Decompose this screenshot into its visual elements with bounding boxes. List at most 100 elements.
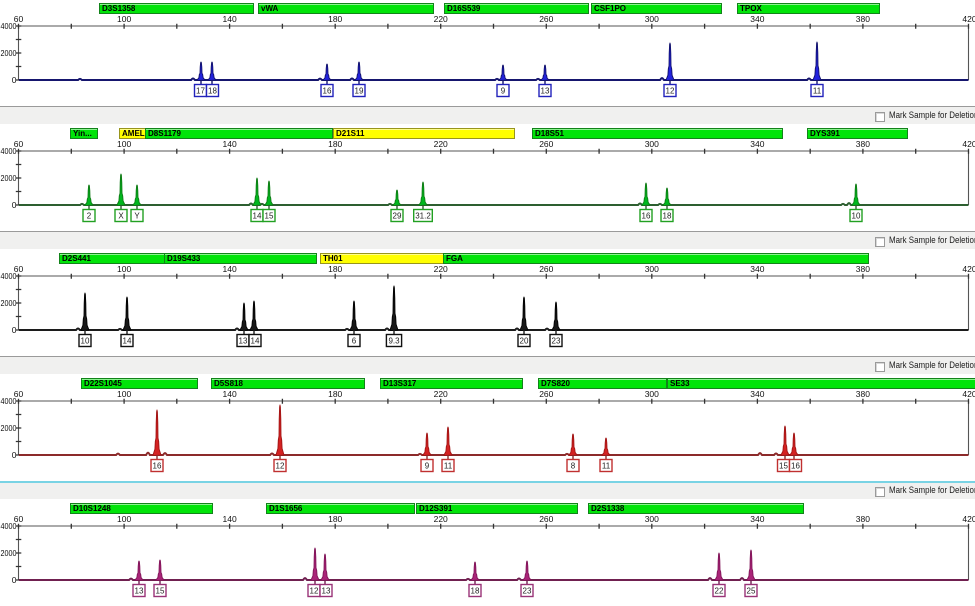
svg-text:140: 140 xyxy=(223,389,237,399)
svg-text:2000: 2000 xyxy=(1,173,17,183)
svg-text:60: 60 xyxy=(14,264,24,274)
svg-text:340: 340 xyxy=(750,514,764,524)
svg-text:16: 16 xyxy=(642,212,651,221)
svg-text:60: 60 xyxy=(14,139,24,149)
svg-text:13: 13 xyxy=(541,87,550,96)
svg-text:2000: 2000 xyxy=(1,48,17,58)
svg-text:340: 340 xyxy=(750,264,764,274)
svg-text:100: 100 xyxy=(117,514,131,524)
svg-text:180: 180 xyxy=(328,514,342,524)
svg-text:9: 9 xyxy=(501,87,506,96)
svg-text:16: 16 xyxy=(323,87,332,96)
svg-text:420: 420 xyxy=(962,264,975,274)
svg-text:16: 16 xyxy=(791,462,800,471)
svg-text:260: 260 xyxy=(539,264,553,274)
svg-text:220: 220 xyxy=(434,264,448,274)
svg-text:380: 380 xyxy=(856,139,870,149)
svg-text:300: 300 xyxy=(645,139,659,149)
svg-text:0: 0 xyxy=(12,200,17,210)
svg-text:11: 11 xyxy=(444,462,453,471)
svg-text:15: 15 xyxy=(156,587,165,596)
svg-text:140: 140 xyxy=(223,514,237,524)
svg-text:0: 0 xyxy=(12,450,17,460)
svg-text:12: 12 xyxy=(310,587,319,596)
svg-text:4000: 4000 xyxy=(1,21,17,31)
svg-text:31.2: 31.2 xyxy=(415,212,431,221)
svg-text:25: 25 xyxy=(747,587,756,596)
svg-text:100: 100 xyxy=(117,14,131,24)
svg-text:260: 260 xyxy=(539,389,553,399)
svg-text:300: 300 xyxy=(645,264,659,274)
svg-text:220: 220 xyxy=(434,389,448,399)
svg-text:2000: 2000 xyxy=(1,298,17,308)
svg-text:12: 12 xyxy=(276,462,285,471)
svg-text:420: 420 xyxy=(962,139,975,149)
svg-text:16: 16 xyxy=(153,462,162,471)
svg-text:11: 11 xyxy=(813,87,822,96)
svg-text:22: 22 xyxy=(715,587,724,596)
svg-text:180: 180 xyxy=(328,389,342,399)
svg-text:6: 6 xyxy=(352,337,357,346)
svg-text:380: 380 xyxy=(856,389,870,399)
svg-text:13: 13 xyxy=(135,587,144,596)
svg-text:14: 14 xyxy=(123,337,132,346)
svg-text:140: 140 xyxy=(223,264,237,274)
svg-text:23: 23 xyxy=(552,337,561,346)
svg-text:19: 19 xyxy=(355,87,364,96)
svg-text:100: 100 xyxy=(117,139,131,149)
svg-text:18: 18 xyxy=(663,212,672,221)
svg-text:260: 260 xyxy=(539,514,553,524)
svg-text:9.3: 9.3 xyxy=(388,337,400,346)
svg-text:13: 13 xyxy=(239,337,248,346)
svg-text:17: 17 xyxy=(196,87,205,96)
svg-text:14: 14 xyxy=(251,337,260,346)
svg-text:14: 14 xyxy=(253,212,262,221)
svg-text:18: 18 xyxy=(471,587,480,596)
svg-text:X: X xyxy=(118,212,124,221)
svg-text:340: 340 xyxy=(750,389,764,399)
svg-text:2: 2 xyxy=(87,212,92,221)
svg-text:340: 340 xyxy=(750,14,764,24)
svg-text:180: 180 xyxy=(328,264,342,274)
svg-text:0: 0 xyxy=(12,325,17,335)
svg-text:18: 18 xyxy=(208,87,217,96)
svg-text:9: 9 xyxy=(425,462,430,471)
svg-text:10: 10 xyxy=(852,212,861,221)
svg-text:2000: 2000 xyxy=(1,423,17,433)
svg-text:29: 29 xyxy=(393,212,402,221)
svg-text:300: 300 xyxy=(645,389,659,399)
svg-text:11: 11 xyxy=(602,462,611,471)
svg-text:12: 12 xyxy=(666,87,675,96)
svg-text:180: 180 xyxy=(328,139,342,149)
svg-text:60: 60 xyxy=(14,514,24,524)
svg-text:140: 140 xyxy=(223,14,237,24)
svg-text:8: 8 xyxy=(571,462,576,471)
svg-text:Y: Y xyxy=(134,212,140,221)
svg-text:260: 260 xyxy=(539,139,553,149)
svg-text:420: 420 xyxy=(962,514,975,524)
svg-text:15: 15 xyxy=(779,462,788,471)
svg-text:0: 0 xyxy=(12,75,17,85)
svg-text:4000: 4000 xyxy=(1,146,17,156)
svg-text:60: 60 xyxy=(14,14,24,24)
svg-text:20: 20 xyxy=(520,337,529,346)
svg-text:23: 23 xyxy=(523,587,532,596)
svg-text:220: 220 xyxy=(434,14,448,24)
svg-text:220: 220 xyxy=(434,139,448,149)
svg-text:300: 300 xyxy=(645,514,659,524)
svg-text:100: 100 xyxy=(117,389,131,399)
svg-text:140: 140 xyxy=(223,139,237,149)
svg-text:380: 380 xyxy=(856,14,870,24)
svg-text:340: 340 xyxy=(750,139,764,149)
svg-text:13: 13 xyxy=(322,587,331,596)
svg-text:60: 60 xyxy=(14,389,24,399)
svg-text:4000: 4000 xyxy=(1,521,17,531)
svg-text:300: 300 xyxy=(645,14,659,24)
svg-text:10: 10 xyxy=(81,337,90,346)
svg-text:2000: 2000 xyxy=(1,548,17,558)
svg-text:380: 380 xyxy=(856,264,870,274)
svg-text:100: 100 xyxy=(117,264,131,274)
svg-text:4000: 4000 xyxy=(1,396,17,406)
svg-text:380: 380 xyxy=(856,514,870,524)
svg-text:420: 420 xyxy=(962,14,975,24)
